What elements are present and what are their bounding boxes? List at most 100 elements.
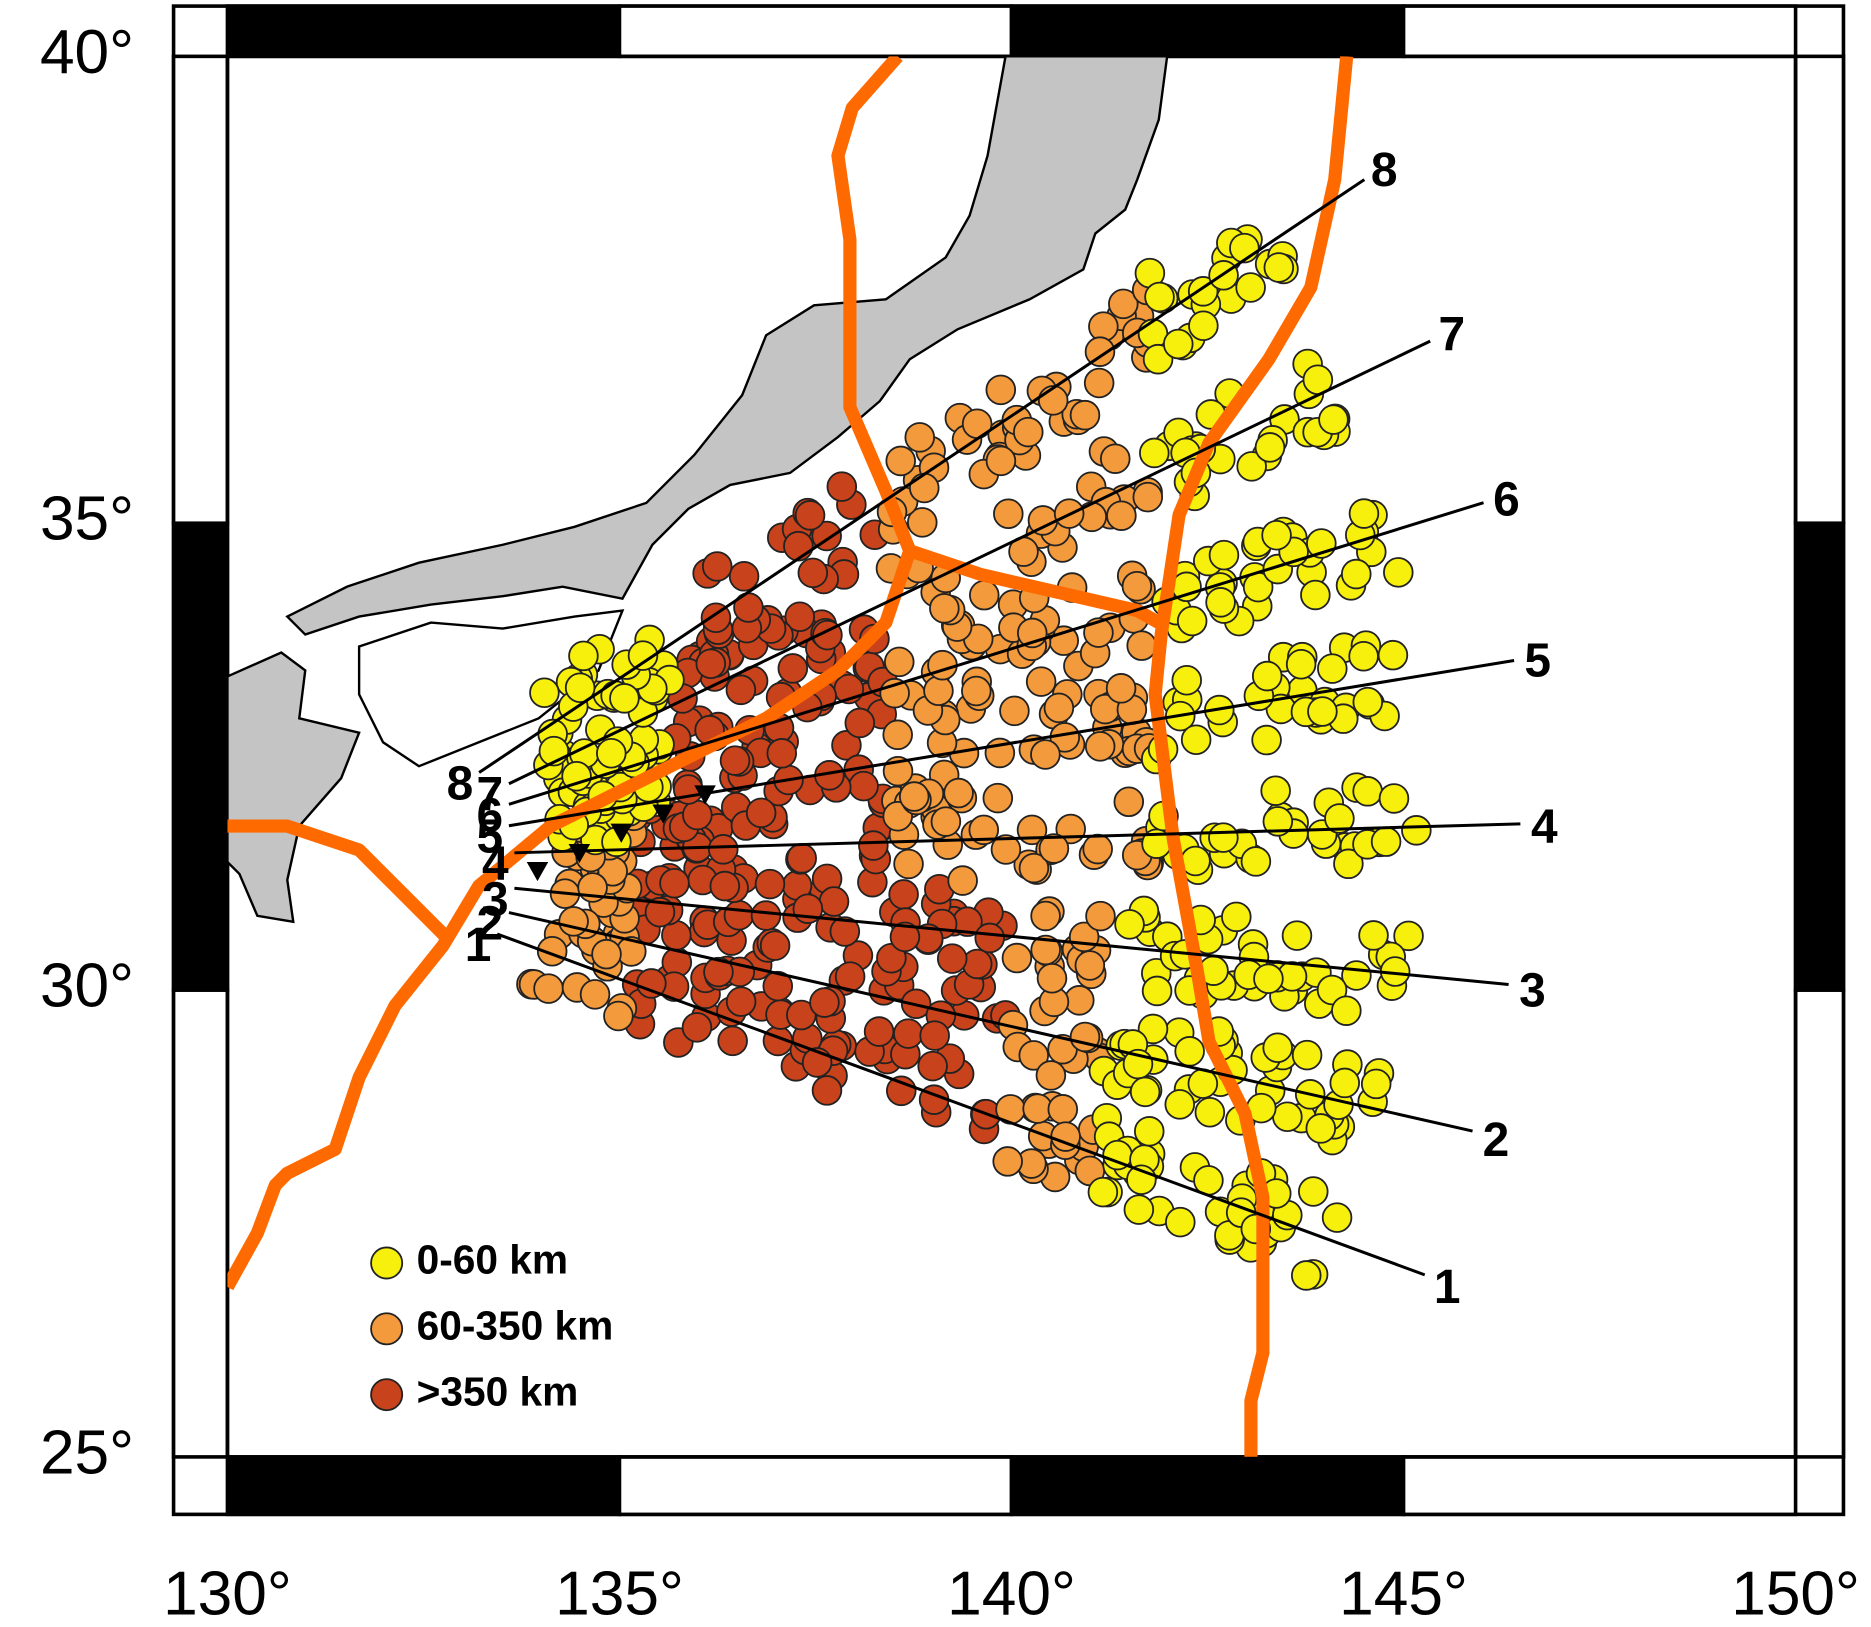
earthquake bbox=[1205, 587, 1236, 618]
frame-segment bbox=[1009, 1455, 1406, 1517]
plate-boundary bbox=[1148, 56, 1354, 1457]
earthquake bbox=[1236, 451, 1267, 482]
earthquake bbox=[561, 760, 592, 792]
earthquake bbox=[1240, 846, 1272, 877]
earthquake bbox=[579, 979, 611, 1010]
earthquake bbox=[1333, 848, 1364, 880]
earthquake bbox=[993, 498, 1024, 530]
earthquake bbox=[985, 445, 1017, 477]
earthquake bbox=[923, 675, 954, 707]
earthquake bbox=[1370, 826, 1402, 857]
earthquake bbox=[826, 471, 858, 502]
earthquake bbox=[929, 593, 960, 624]
earthquake bbox=[961, 675, 992, 707]
earthquake bbox=[1088, 311, 1119, 342]
earthquake bbox=[1290, 1260, 1322, 1291]
earthquake bbox=[1235, 272, 1266, 303]
legend-symbol bbox=[370, 1312, 404, 1346]
earthquake bbox=[1035, 1060, 1067, 1091]
earthquake bbox=[1348, 641, 1379, 672]
earthquake bbox=[1047, 1094, 1079, 1125]
earthquake bbox=[609, 683, 640, 714]
earthquake bbox=[1360, 1068, 1392, 1100]
earthquake bbox=[1305, 1113, 1337, 1144]
earthquake bbox=[1176, 605, 1208, 637]
earthquake bbox=[990, 834, 1022, 865]
earthquake bbox=[1340, 558, 1372, 590]
earthquake bbox=[1352, 686, 1384, 718]
earthquake bbox=[1352, 776, 1383, 807]
earthquake bbox=[1180, 724, 1212, 755]
earthquake bbox=[1174, 1036, 1205, 1067]
earthquake bbox=[1401, 815, 1432, 846]
profile-line bbox=[514, 822, 1521, 855]
x-tick-label: 135° bbox=[555, 1560, 684, 1627]
legend-symbol bbox=[370, 1378, 404, 1412]
profile-line bbox=[508, 911, 1473, 1133]
earthquake bbox=[1037, 385, 1069, 416]
earthquake bbox=[1393, 920, 1424, 952]
earthquake bbox=[1229, 232, 1260, 264]
earthquake bbox=[703, 956, 734, 988]
legend: 0-60 km 60-350 km >350 km bbox=[370, 1237, 613, 1414]
profile-label: 5 bbox=[1524, 634, 1551, 687]
earthquake bbox=[1285, 649, 1317, 680]
earthquake bbox=[745, 797, 777, 829]
earthquake bbox=[883, 646, 915, 678]
earthquake bbox=[1318, 404, 1349, 435]
earthquake bbox=[1144, 281, 1175, 313]
earthquake bbox=[1194, 1096, 1226, 1128]
earthquake bbox=[1324, 803, 1355, 834]
x-tick-label: 145° bbox=[1339, 1560, 1468, 1627]
earthquake bbox=[885, 445, 916, 477]
earthquake bbox=[762, 970, 794, 1002]
legend-symbol bbox=[370, 1246, 404, 1280]
earthquake bbox=[1064, 985, 1095, 1016]
earthquake bbox=[783, 530, 814, 562]
earthquake bbox=[919, 1020, 950, 1051]
frame-segment bbox=[1793, 54, 1846, 526]
earthquake bbox=[786, 843, 817, 874]
profile-label: 4 bbox=[1531, 801, 1558, 854]
earthquake bbox=[1164, 1089, 1196, 1120]
profile-label: 4 bbox=[482, 838, 509, 891]
earthquake bbox=[974, 922, 1005, 954]
earthquake bbox=[794, 500, 826, 531]
profile-label: 2 bbox=[1483, 1114, 1510, 1167]
earthquake bbox=[848, 770, 879, 802]
earthquake bbox=[909, 472, 940, 504]
earthquake bbox=[1262, 806, 1294, 837]
earthquake bbox=[831, 730, 862, 761]
frame-segment bbox=[171, 988, 230, 1459]
earthquake bbox=[1126, 630, 1157, 661]
earthquake bbox=[1106, 500, 1137, 531]
frame-segment bbox=[617, 4, 1014, 59]
earthquake bbox=[529, 677, 560, 708]
earthquake bbox=[1260, 775, 1291, 806]
earthquake bbox=[1171, 664, 1203, 696]
earthquake bbox=[754, 868, 786, 900]
earthquake bbox=[1358, 920, 1389, 951]
earthquake bbox=[829, 916, 861, 947]
earthquake bbox=[1108, 288, 1139, 320]
frame-segment bbox=[617, 1455, 1014, 1517]
earthquake bbox=[1317, 653, 1348, 684]
earthquake bbox=[723, 900, 755, 931]
earthquake bbox=[844, 707, 876, 739]
earthquake bbox=[1208, 822, 1239, 853]
frame-segment bbox=[1401, 4, 1798, 59]
labels: 130° 135° 140° 145° 150°25°30°35°40°11223344… bbox=[40, 18, 1860, 1627]
earthquake bbox=[818, 886, 850, 917]
earthquake bbox=[636, 968, 667, 999]
trench-teeth bbox=[526, 785, 716, 882]
profile-label: 6 bbox=[1493, 473, 1520, 526]
earthquake bbox=[1036, 963, 1068, 994]
profile-label: 5 bbox=[476, 811, 503, 864]
earthquake bbox=[1001, 942, 1033, 974]
earthquake bbox=[1084, 336, 1116, 367]
earthquake bbox=[659, 867, 690, 899]
earthquake bbox=[1300, 579, 1331, 611]
earthquake bbox=[627, 640, 659, 671]
earthquake bbox=[1123, 1194, 1155, 1225]
earthquake bbox=[1084, 731, 1116, 762]
